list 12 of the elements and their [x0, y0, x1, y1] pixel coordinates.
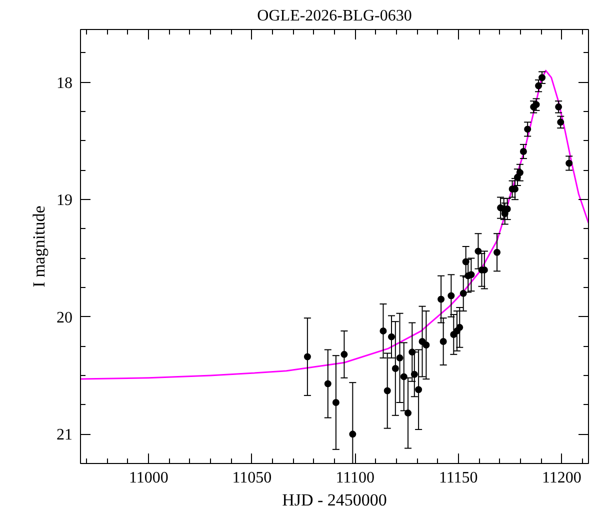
x-tick-label: 11000	[128, 470, 168, 486]
y-tick-label: 20	[56, 309, 72, 326]
x-tick-label: 11100	[336, 470, 375, 486]
y-tick-label: 18	[56, 74, 72, 92]
y-tick-label: 19	[56, 192, 72, 210]
x-tick-label: 11050	[232, 470, 272, 486]
y-axis-title: I magnitude	[30, 206, 48, 288]
x-tick-label: 11150	[438, 470, 478, 486]
x-axis-title: HJD - 2450000	[282, 490, 387, 510]
y-tick-label: 21	[56, 426, 72, 444]
x-tick-label: 11200	[542, 470, 582, 486]
chart-title: OGLE-2026-BLG-0630	[257, 8, 412, 24]
